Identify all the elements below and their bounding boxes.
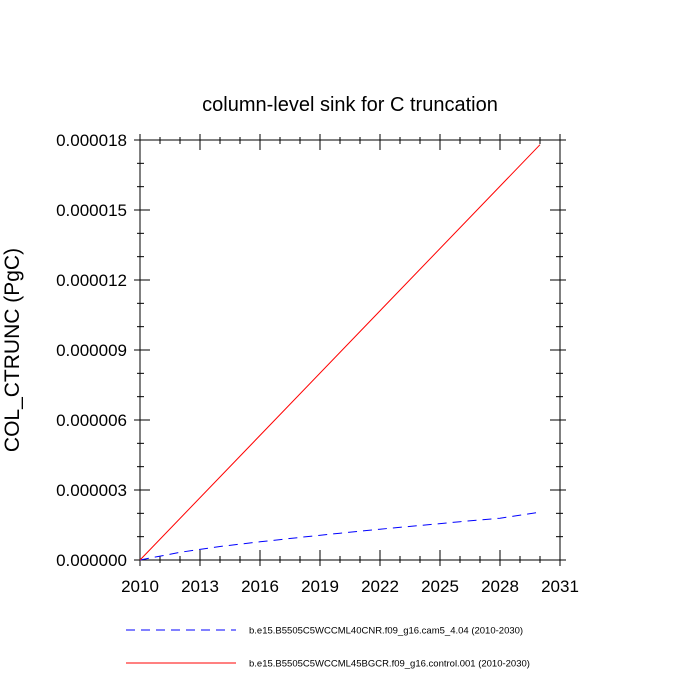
x-tick-label: 2016 [241,577,279,596]
series-line-1 [139,511,541,561]
x-tick-label: 2010 [121,577,159,596]
y-tick-label: 0.000000 [56,551,127,570]
axis-ticks [134,134,566,566]
plot-frame [139,139,561,561]
y-tick-label: 0.000003 [56,481,127,500]
y-axis-label: COL_CTRUNC (PgC) [1,248,24,452]
y-tick-label: 0.000018 [56,131,127,150]
x-tick-label: 2013 [181,577,219,596]
legend: b.e15.B5505C5WCCML40CNR.f09_g16.cam5_4.0… [126,626,530,670]
y-tick-label: 0.000012 [56,271,127,290]
y-tick-label: 0.000015 [56,201,127,220]
series-line-2 [139,144,541,561]
x-tick-label: 2031 [541,577,579,596]
y-tick-label: 0.000009 [56,341,127,360]
legend-label-2: b.e15.B5505C5WCCML45BGCR.f09_g16.control… [249,659,530,670]
x-tick-label: 2025 [421,577,459,596]
chart-title: column-level sink for C truncation [202,94,498,116]
x-tick-label: 2019 [301,577,339,596]
legend-label-1: b.e15.B5505C5WCCML40CNR.f09_g16.cam5_4.0… [249,626,523,637]
y-tick-label: 0.000006 [56,411,127,430]
x-tick-label: 2022 [361,577,399,596]
tick-labels: 2010 2013 2016 2019 2022 2025 2028 2031 0.000000… [56,131,579,596]
x-tick-label: 2028 [481,577,519,596]
series-group [139,144,541,561]
